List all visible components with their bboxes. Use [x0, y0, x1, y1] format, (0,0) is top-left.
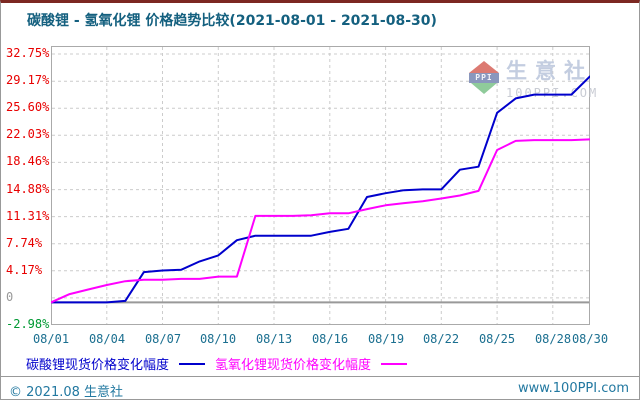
x-tick-label: 08/10: [199, 332, 237, 346]
y-tick-label: 14.88%: [6, 182, 50, 196]
x-axis-labels: 08/01 08/04 08/07 08/10 08/13 08/16 08/19 08/22…: [1, 332, 639, 348]
footer: © 2021.08 生意社 www.100PPI.com: [9, 381, 629, 400]
y-tick-label: 11.31%: [6, 209, 50, 223]
footer-divider: [1, 376, 639, 377]
x-tick-label: 08/25: [478, 332, 516, 346]
x-tick-label: 08/28: [534, 332, 572, 346]
y-tick-label: 0: [6, 290, 14, 304]
copyright-text: © 2021.08 生意社: [9, 385, 124, 400]
plot-grid: [51, 46, 590, 325]
x-tick-label: 08/01: [32, 332, 70, 346]
y-tick-label: 4.17%: [6, 263, 43, 277]
y-tick-label: 7.74%: [6, 236, 43, 250]
y-tick-label: 18.46%: [6, 154, 50, 168]
x-tick-label: 08/16: [311, 332, 349, 346]
y-tick-label: 29.17%: [6, 73, 50, 87]
legend-label-hydroxide: 氢氧化锂现货价格变化幅度: [215, 358, 372, 373]
x-tick-label: 08/30: [571, 332, 609, 346]
x-tick-label: 08/04: [88, 332, 126, 346]
legend-label-carbonate: 碳酸锂现货价格变化幅度: [26, 358, 170, 373]
legend: 碳酸锂现货价格变化幅度 氢氧化锂现货价格变化幅度: [26, 354, 408, 373]
y-tick-label: -2.98%: [6, 317, 50, 331]
y-tick-label: 32.75%: [6, 46, 50, 60]
chart-title: 碳酸锂 - 氢氧化锂 价格趋势比较(2021-08-01 - 2021-08-3…: [27, 13, 437, 29]
plot-lines: [51, 75, 590, 304]
footer-site-link[interactable]: www.100PPI.com: [517, 381, 629, 396]
y-tick-label: 22.03%: [6, 127, 50, 141]
series-line-0: [51, 75, 590, 304]
legend-line-carbonate-icon: [179, 362, 206, 365]
x-tick-label: 08/19: [367, 332, 405, 346]
legend-line-hydroxide-icon: [381, 362, 408, 365]
series-line-1: [51, 138, 590, 304]
x-tick-label: 08/13: [255, 332, 293, 346]
y-tick-label: 25.60%: [6, 100, 50, 114]
x-tick-label: 08/07: [144, 332, 182, 346]
x-tick-label: 08/22: [422, 332, 460, 346]
